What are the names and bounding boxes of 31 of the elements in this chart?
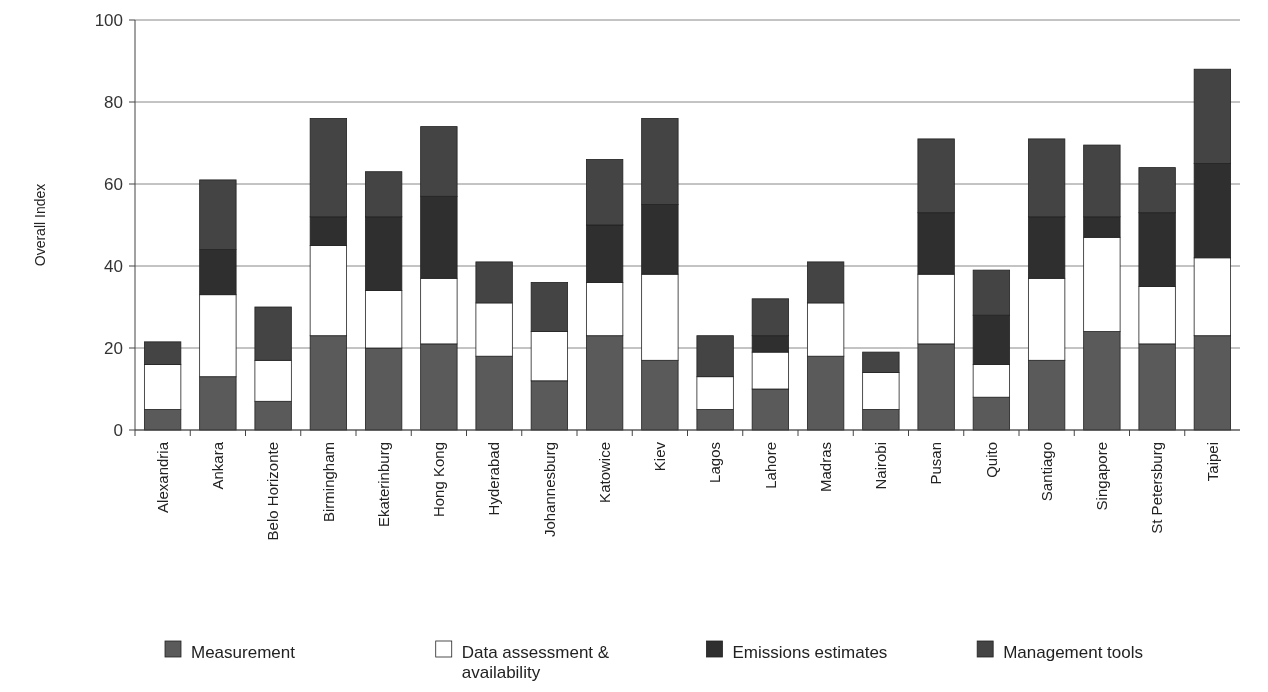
x-tick-label: St Petersburg [1148,442,1166,534]
x-tick-label: Ekaterinburg [374,442,392,528]
x-tick-label: Madras [816,442,834,493]
x-tick-label: Katowice [595,442,613,503]
x-tick-label: Singapore [1093,442,1111,511]
legend-label: Emissions estimates [732,643,888,662]
x-tick-label: Ankara [209,441,227,490]
legend-label: Measurement [191,643,296,662]
y-tick-label: 20 [104,338,123,358]
x-tick-label: Lagos [706,442,724,483]
x-tick-label: Lahore [761,442,779,489]
x-tick-label: Santiago [1037,442,1055,502]
x-tick-label: Pusan [927,442,945,485]
y-tick-label: 60 [104,174,123,194]
x-tick-label: Nairobi [872,442,890,490]
x-tick-label: Hong Kong [430,442,448,518]
x-tick-label: Hyderabad [485,442,503,516]
x-tick-label: Belo Horizonte [264,442,282,541]
x-tick-label: Birmingham [319,442,337,523]
x-tick-label: Kiev [651,441,669,472]
x-tick-label: Taipei [1203,442,1221,482]
y-axis-title: Overall Index [32,183,48,267]
x-tick-label: Johannesburg [540,442,558,538]
legend-label: Data assessment & availability [461,643,610,682]
x-tick-label: Quito [982,442,1000,478]
y-tick-label: 40 [104,256,123,276]
y-tick-label: 0 [113,420,123,440]
legend-label: Management tools [1003,643,1144,662]
x-tick-label: Alexandria [153,441,171,513]
y-tick-label: 100 [94,10,123,30]
y-tick-label: 80 [104,92,123,112]
